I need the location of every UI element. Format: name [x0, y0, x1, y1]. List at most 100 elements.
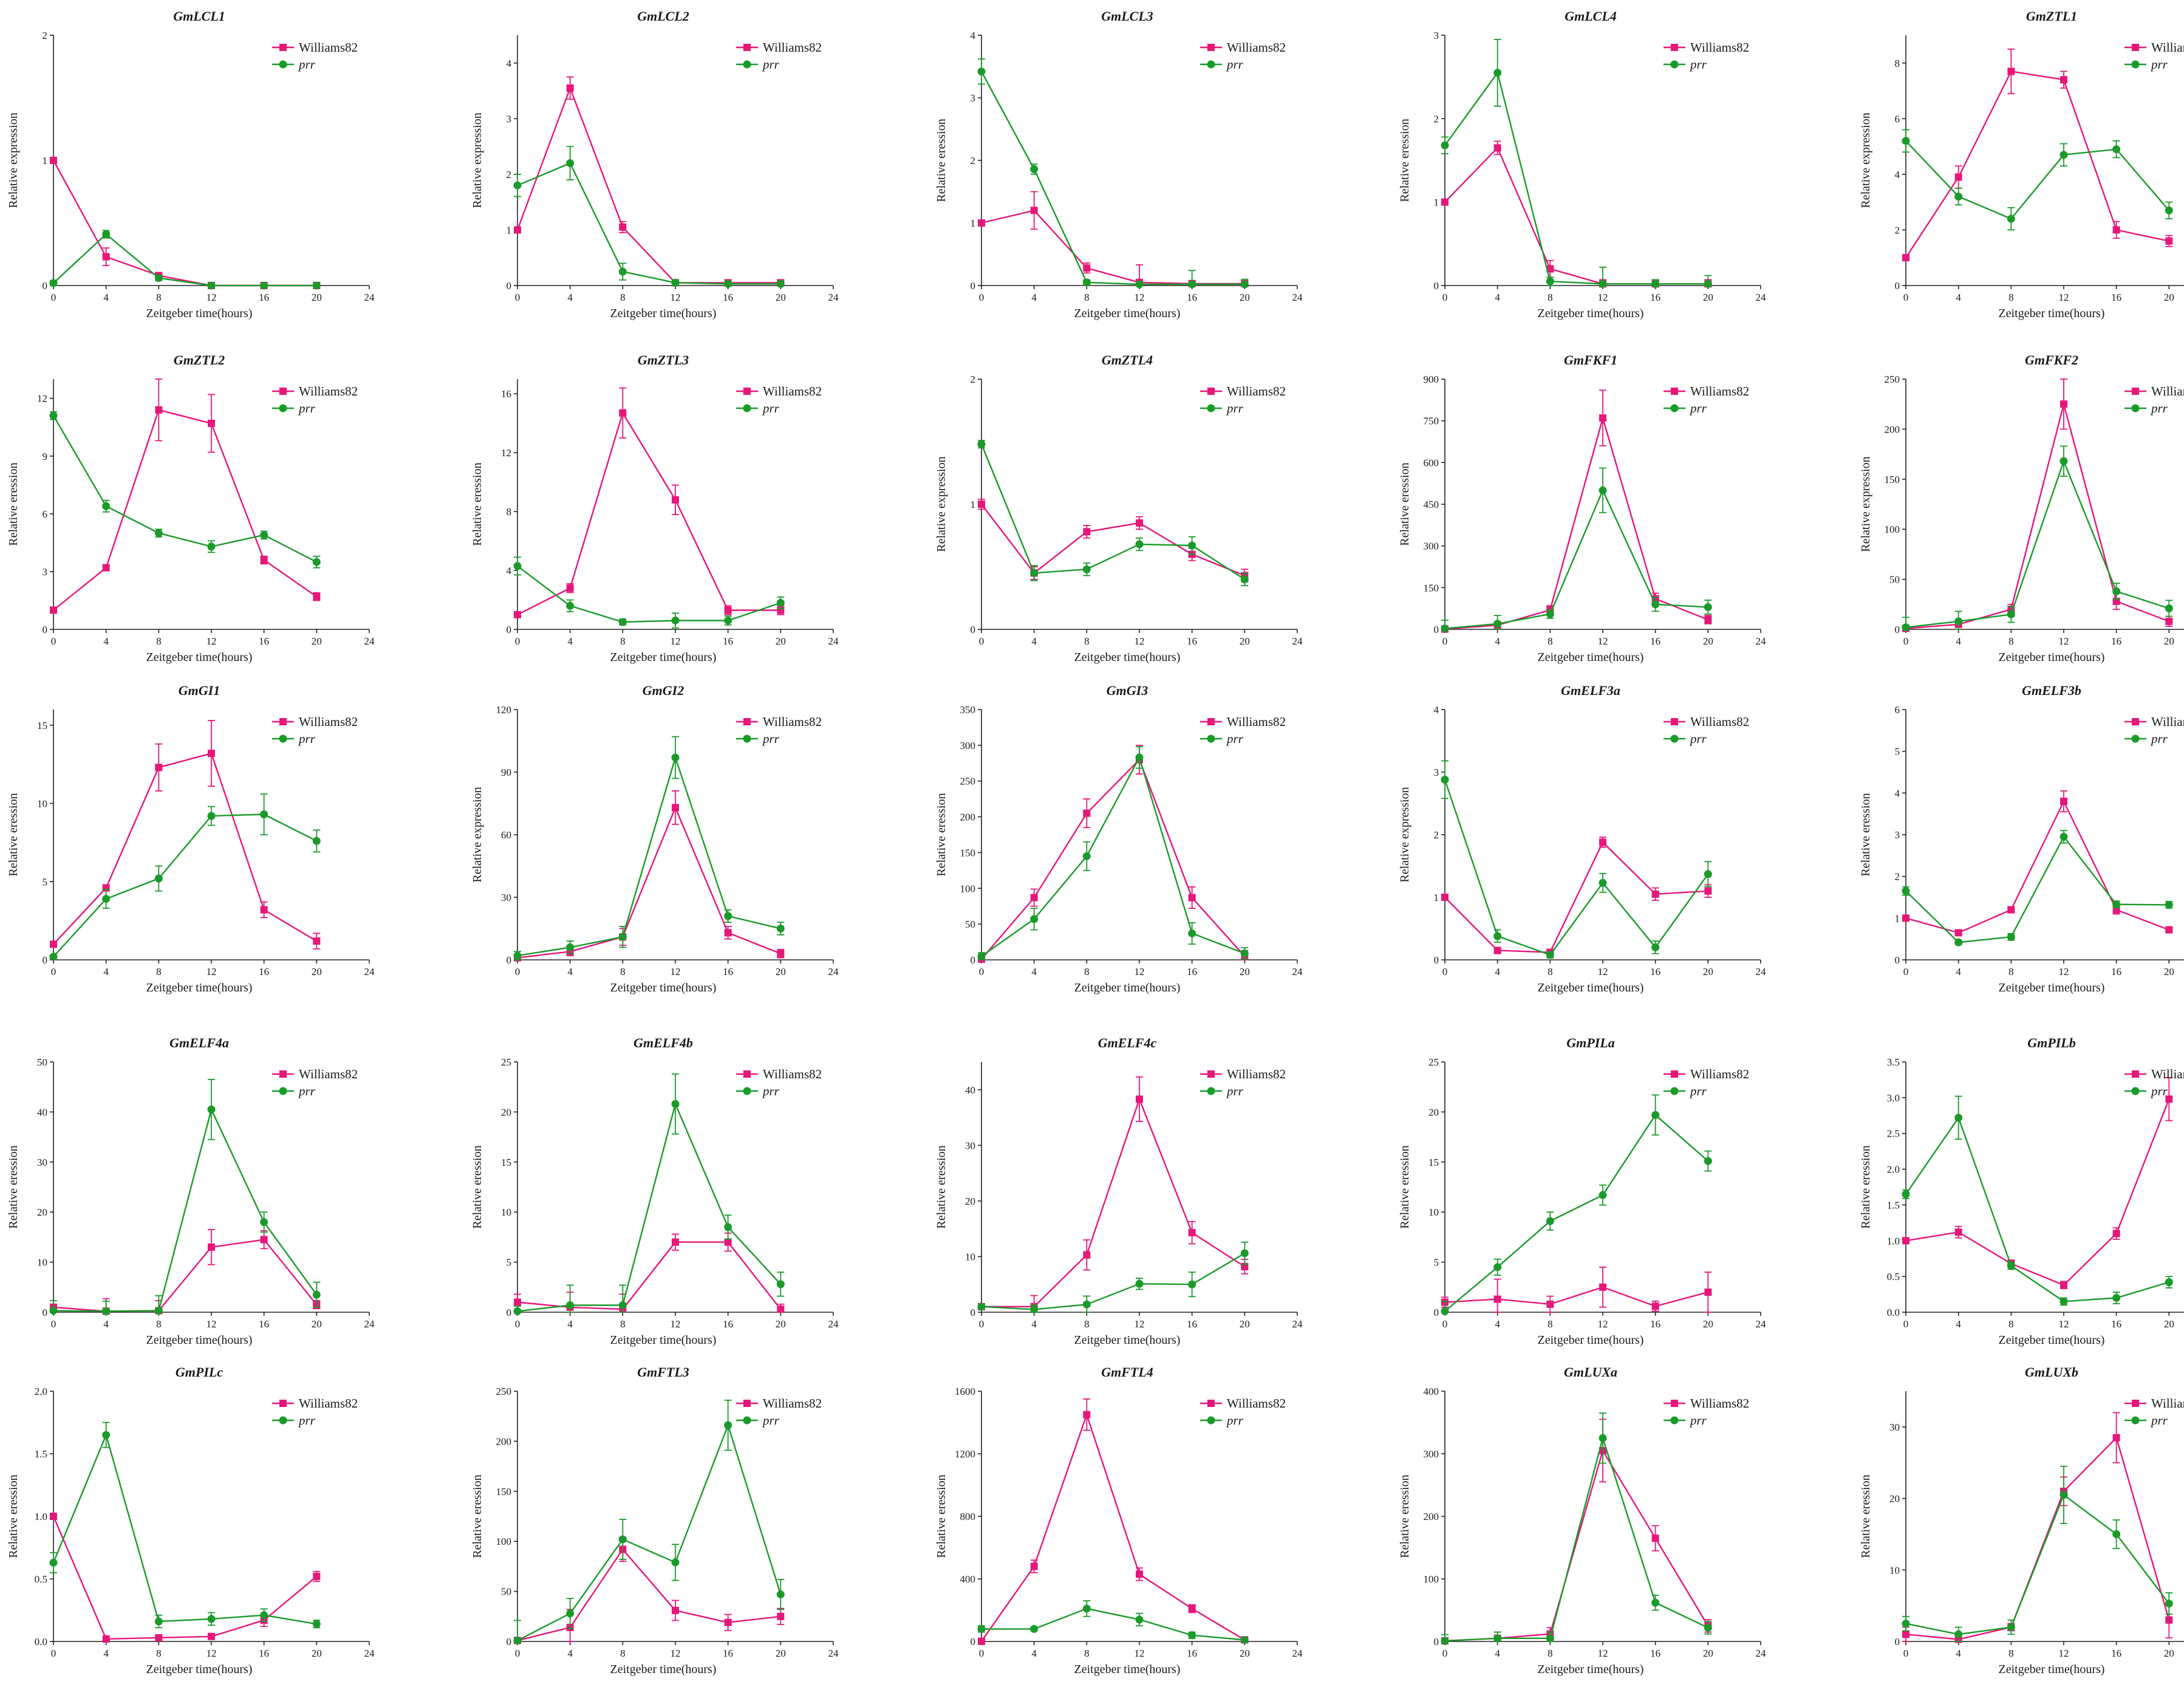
y-tick-label: 120: [496, 704, 512, 716]
y-tick-label: 0: [43, 280, 48, 292]
series-line: [1444, 71, 1708, 285]
data-point-circle: [2165, 1278, 2173, 1287]
x-axis-label: Zeitgeber time(hours): [146, 1333, 253, 1347]
data-point-circle: [1704, 1157, 1712, 1165]
series-line: [53, 233, 317, 287]
x-tick-label: 8: [620, 966, 626, 977]
x-tick-label: 0: [1442, 1318, 1448, 1330]
data-point-circle: [2112, 1530, 2121, 1538]
legend-marker: [743, 44, 751, 51]
y-tick-label: 90: [501, 767, 511, 778]
legend-label: Williams82: [1690, 40, 1749, 55]
series-line: [53, 409, 317, 611]
data-point-square: [1902, 254, 1909, 262]
data-point-square: [1599, 414, 1606, 422]
series-line: [1444, 1448, 1709, 1642]
data-point-square: [2165, 1616, 2173, 1624]
y-tick-label: 4: [1895, 787, 1900, 799]
data-point-square: [260, 906, 268, 914]
y-tick-label: 1: [1434, 892, 1439, 903]
y-tick-label: 0: [507, 1636, 512, 1648]
y-tick-label: 250: [960, 776, 976, 787]
y-tick-label: 1: [971, 217, 976, 229]
y-tick-label: 5: [1895, 746, 1900, 758]
legend-label: prr: [762, 1413, 780, 1428]
data-point-square: [1188, 1229, 1196, 1237]
data-point-circle: [1240, 1249, 1249, 1258]
x-tick-label: 0: [979, 1648, 985, 1659]
y-tick-label: 0: [971, 1307, 976, 1318]
data-point-square: [1546, 1300, 1554, 1308]
x-axis-label: Zeitgeber time(hours): [146, 1663, 253, 1676]
x-tick-label: 4: [103, 966, 109, 977]
series-line: [1444, 1114, 1709, 1312]
series-line: [1444, 415, 1708, 630]
data-point-square: [1441, 198, 1449, 206]
x-tick-label: 8: [156, 1318, 162, 1330]
x-tick-label: 4: [1495, 635, 1500, 647]
chart-panel: GmPILa 0 4 8 12 16 20 24 0 5 10 15 20 25 Zeitgeber tim…: [1398, 1035, 1766, 1347]
series-line: [517, 755, 781, 957]
data-point-circle: [618, 618, 627, 626]
series-line: [1444, 1286, 1708, 1307]
legend-marker: [279, 1087, 287, 1095]
legend-marker: [1671, 1070, 1678, 1078]
x-tick-label: 8: [1548, 1648, 1553, 1659]
x-tick-label: 12: [2059, 1648, 2069, 1659]
x-tick-label: 24: [1292, 1648, 1303, 1659]
data-point-circle: [1240, 280, 1249, 289]
x-tick-label: 20: [312, 1648, 322, 1659]
legend-marker: [1671, 388, 1678, 395]
series-line: [981, 1252, 1245, 1310]
chart-panel: GmFKF204812162024050100150200250Zeitgebe…: [1859, 352, 2184, 664]
data-point-circle: [2059, 832, 2068, 841]
data-point-circle: [1546, 1217, 1554, 1225]
y-tick-label: 100: [960, 883, 976, 894]
x-tick-label: 16: [259, 292, 269, 303]
data-point-circle: [260, 1218, 268, 1227]
y-tick-label: 1: [1434, 197, 1439, 208]
legend-marker: [743, 1087, 751, 1095]
legend-marker: [1207, 404, 1215, 412]
x-tick-label: 20: [2164, 966, 2174, 977]
series-line: [517, 1101, 782, 1312]
data-point-circle: [1902, 1620, 1910, 1628]
data-point-circle: [2007, 1261, 2015, 1270]
data-point-square: [514, 611, 521, 618]
data-point-circle: [724, 279, 732, 288]
data-point-circle: [49, 411, 58, 420]
x-tick-label: 12: [671, 292, 681, 303]
chart-title: GmELF4b: [633, 1035, 693, 1050]
data-point-square: [1704, 887, 1712, 895]
data-point-circle: [1030, 915, 1039, 923]
x-axis-label: Zeitgeber time(hours): [610, 981, 717, 994]
x-tick-label: 8: [2008, 966, 2014, 977]
data-point-square: [1083, 264, 1091, 272]
chart-panel: GmPILb048121620240.00.51.01.52.02.53.03.…: [1859, 1035, 2184, 1347]
data-point-circle: [49, 279, 58, 287]
legend-marker: [1207, 1400, 1215, 1407]
chart-title: GmELF3b: [2022, 683, 2081, 698]
x-tick-label: 0: [1903, 1648, 1909, 1659]
x-tick-label: 20: [1703, 1318, 1713, 1330]
data-point-circle: [207, 812, 216, 820]
data-point-square: [724, 929, 732, 937]
y-axis-label: Relative eression: [1398, 1145, 1411, 1228]
x-tick-label: 0: [1442, 966, 1448, 977]
x-tick-label: 16: [259, 635, 269, 647]
x-axis-label: Zeitgeber time(hours): [1074, 1663, 1181, 1676]
data-point-circle: [102, 1307, 111, 1315]
data-point-circle: [49, 953, 58, 961]
y-tick-label: 8: [1895, 58, 1900, 69]
y-axis-label: Relative eression: [1859, 1145, 1872, 1228]
series-line: [517, 1423, 782, 1641]
y-tick-label: 20: [37, 1207, 47, 1218]
y-axis-label: Relative eression: [1859, 793, 1872, 876]
y-tick-label: 4: [971, 30, 976, 41]
legend-label: prr: [1689, 401, 1707, 416]
x-tick-label: 20: [776, 1318, 786, 1330]
data-point-square: [155, 406, 163, 414]
data-point-circle: [566, 943, 575, 951]
